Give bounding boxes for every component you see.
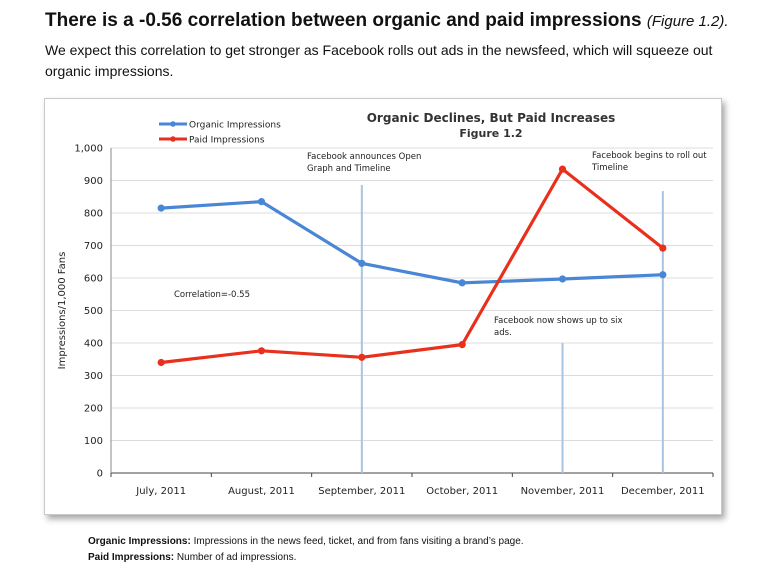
y-axis-title: Impressions/1,000 Fans — [57, 252, 68, 370]
y-tick-label: 500 — [84, 306, 103, 317]
data-point — [458, 279, 466, 287]
y-tick-label: 1,000 — [74, 144, 103, 155]
footer-notes: Organic Impressions: Impressions in the … — [88, 534, 748, 566]
y-tick-label: 0 — [97, 469, 103, 480]
legend-marker — [170, 121, 176, 127]
legend-label: Paid Impressions — [189, 136, 265, 146]
annotation-text: Graph and Timeline — [307, 164, 391, 174]
series-line — [160, 167, 664, 365]
footer-paid-label: Paid Impressions: — [88, 552, 175, 563]
footer-organic-label: Organic Impressions: — [88, 536, 191, 547]
data-point — [257, 347, 266, 355]
line-chart: 0 100 200 300 400 500 600 700 800 900 1,000 July, 2… — [57, 111, 714, 497]
x-tick-label: September, 2011 — [318, 486, 405, 497]
data-point — [458, 341, 466, 349]
data-point — [257, 198, 266, 206]
y-tick-label: 800 — [84, 209, 103, 220]
y-tick-label: 400 — [84, 339, 103, 350]
chart-frame: 0 100 200 300 400 500 600 700 800 900 1,000 July, 2… — [44, 98, 722, 515]
annotation-text: Correlation=-0.55 — [174, 290, 250, 300]
x-tick-label: July, 2011 — [135, 486, 186, 497]
x-tick-label: November, 2011 — [521, 486, 605, 497]
y-tick-label: 200 — [84, 404, 103, 415]
x-tick-label: October, 2011 — [426, 486, 498, 497]
data-point — [358, 353, 366, 361]
y-tick-label: 600 — [84, 274, 103, 285]
series-line — [161, 200, 663, 285]
y-tick-label: 300 — [84, 371, 103, 382]
y-tick-label: 900 — [84, 176, 103, 187]
chart-title: Organic Declines, But Paid Increases — [367, 111, 616, 125]
data-point — [157, 204, 165, 212]
data-point — [659, 244, 667, 252]
figure-reference: (Figure 1.2). — [646, 13, 729, 30]
x-tick-label: August, 2011 — [228, 486, 295, 497]
annotation-text: ads. — [494, 328, 512, 338]
legend-marker — [170, 136, 176, 142]
chart-subtitle: Figure 1.2 — [459, 127, 522, 140]
footer-paid-text: Number of ad impressions. — [176, 552, 297, 563]
y-tick-label: 100 — [84, 436, 103, 447]
annotation-text: Facebook now shows up to six — [494, 316, 623, 326]
legend-label: Organic Impressions — [189, 121, 281, 131]
footer-organic-note: Organic Impressions: Impressions in the … — [88, 534, 748, 550]
data-point — [558, 165, 567, 173]
data-point — [157, 358, 165, 367]
data-point — [358, 259, 366, 267]
footer-organic-text: Impressions in the news feed, ticket, an… — [193, 536, 524, 547]
headline: There is a -0.56 correlation between org… — [45, 10, 765, 32]
y-tick-label: 700 — [84, 241, 103, 252]
annotation-text: Facebook announces Open — [307, 152, 421, 162]
annotation-text: Facebook begins to roll out — [592, 151, 707, 161]
annotation-text: Timeline — [591, 163, 628, 173]
headline-title: There is a -0.56 correlation between org… — [45, 10, 642, 31]
footer-paid-note: Paid Impressions: Number of ad impressio… — [88, 550, 748, 566]
data-point — [558, 275, 567, 283]
data-point — [659, 271, 667, 279]
headline-subtitle: We expect this correlation to get strong… — [45, 42, 713, 79]
x-tick-label: December, 2011 — [621, 486, 705, 497]
